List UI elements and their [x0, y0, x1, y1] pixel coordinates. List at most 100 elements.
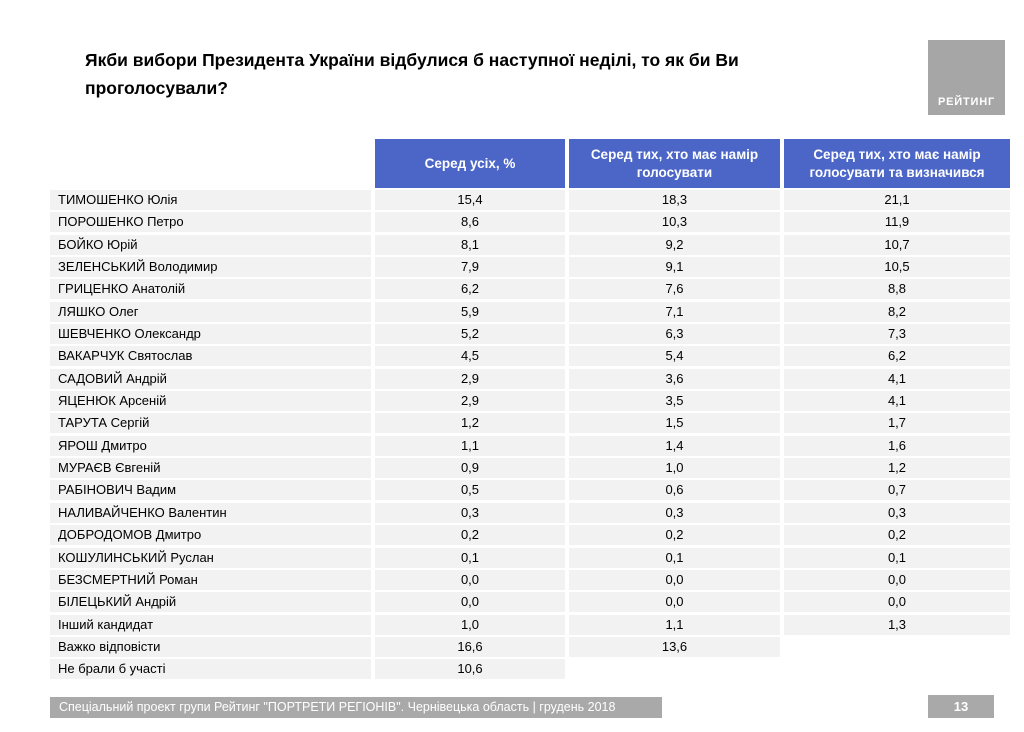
candidate-name-cell: САДОВИЙ Андрій [50, 368, 371, 389]
value-cell: 0,9 [375, 458, 565, 479]
value-cell: 0,3 [569, 502, 780, 523]
table-row: ПОРОШЕНКО Петро 8,6 10,3 11,9 [50, 212, 1010, 233]
value-cell: 6,3 [569, 324, 780, 345]
value-cell: 3,6 [569, 368, 780, 389]
value-cell: 1,7 [784, 413, 1010, 434]
value-cell: 0,0 [784, 569, 1010, 590]
value-cell: 21,1 [784, 190, 1010, 210]
value-cell: 10,5 [784, 257, 1010, 278]
candidate-name-cell: ПОРОШЕНКО Петро [50, 212, 371, 233]
table-row: ГРИЦЕНКО Анатолій 6,2 7,6 8,8 [50, 279, 1010, 300]
value-cell: 2,9 [375, 368, 565, 389]
value-cell: 0,5 [375, 480, 565, 501]
value-cell: 1,2 [784, 458, 1010, 479]
value-cell: 6,2 [375, 279, 565, 300]
candidate-name-cell: КОШУЛИНСЬКИЙ Руслан [50, 547, 371, 568]
value-cell: 5,2 [375, 324, 565, 345]
value-cell: 0,3 [784, 502, 1010, 523]
header-spacer [50, 139, 371, 188]
value-cell: 1,1 [375, 435, 565, 456]
footer-text: Спеціальний проект групи Рейтинг "ПОРТРЕ… [59, 700, 616, 714]
value-cell: 11,9 [784, 212, 1010, 233]
column-header-intend: Серед тих, хто має намір голосувати [569, 139, 780, 188]
value-cell: 16,6 [375, 636, 565, 657]
candidate-name-cell: БЕЗСМЕРТНИЙ Роман [50, 569, 371, 590]
candidate-name-cell: РАБІНОВИЧ Вадим [50, 480, 371, 501]
value-cell: 0,1 [569, 547, 780, 568]
value-cell: 1,0 [375, 614, 565, 635]
value-cell-empty [784, 637, 1010, 657]
candidate-name-cell: ЯЦЕНЮК Арсеній [50, 391, 371, 412]
value-cell: 8,6 [375, 212, 565, 233]
value-cell-empty [784, 659, 1010, 679]
value-cell: 0,2 [375, 525, 565, 546]
candidate-name-cell: Не брали б участі [50, 659, 371, 680]
candidate-name-cell: Важко відповісти [50, 636, 371, 657]
candidate-name-cell: ДОБРОДОМОВ Дмитро [50, 525, 371, 546]
value-cell: 1,0 [569, 458, 780, 479]
value-cell: 0,1 [375, 547, 565, 568]
table-row: МУРАЄВ Євгеній 0,9 1,0 1,2 [50, 458, 1010, 479]
table-row: ЯРОШ Дмитро 1,1 1,4 1,6 [50, 435, 1010, 456]
value-cell: 7,9 [375, 257, 565, 278]
value-cell: 4,5 [375, 346, 565, 367]
table-row: ЯЦЕНЮК Арсеній 2,9 3,5 4,1 [50, 391, 1010, 412]
column-header-decided: Серед тих, хто має намір голосувати та в… [784, 139, 1010, 188]
value-cell: 0,2 [784, 525, 1010, 546]
candidate-name-cell: ШЕВЧЕНКО Олександр [50, 324, 371, 345]
table-row: ДОБРОДОМОВ Дмитро 0,2 0,2 0,2 [50, 525, 1010, 546]
table-row: САДОВИЙ Андрій 2,9 3,6 4,1 [50, 368, 1010, 389]
value-cell: 13,6 [569, 636, 780, 657]
table-row: Важко відповісти 16,6 13,6 [50, 636, 1010, 657]
results-table: Серед усіх, % Серед тих, хто має намір г… [50, 139, 1010, 682]
table-row: ВАКАРЧУК Святослав 4,5 5,4 6,2 [50, 346, 1010, 367]
candidate-name-cell: МУРАЄВ Євгеній [50, 458, 371, 479]
value-cell: 3,5 [569, 391, 780, 412]
value-cell: 1,1 [569, 614, 780, 635]
value-cell: 0,0 [569, 569, 780, 590]
candidate-name-cell: БОЙКО Юрій [50, 234, 371, 255]
table-row: Не брали б участі 10,6 [50, 659, 1010, 680]
value-cell: 0,2 [569, 525, 780, 546]
value-cell: 8,8 [784, 279, 1010, 300]
table-row: РАБІНОВИЧ Вадим 0,5 0,6 0,7 [50, 480, 1010, 501]
value-cell: 0,0 [784, 592, 1010, 613]
table-row: ШЕВЧЕНКО Олександр 5,2 6,3 7,3 [50, 324, 1010, 345]
table-row: БОЙКО Юрій 8,1 9,2 10,7 [50, 234, 1010, 255]
candidate-name-cell: ВАКАРЧУК Святослав [50, 346, 371, 367]
table-row: ЗЕЛЕНСЬКИЙ Володимир 7,9 9,1 10,5 [50, 257, 1010, 278]
value-cell: 2,9 [375, 391, 565, 412]
table-row: ТИМОШЕНКО Юлія 15,4 18,3 21,1 [50, 190, 1010, 210]
candidate-name-cell: ЗЕЛЕНСЬКИЙ Володимир [50, 257, 371, 278]
candidate-name-cell: Інший кандидат [50, 614, 371, 635]
value-cell: 10,6 [375, 659, 565, 680]
page-title: Якби вибори Президента України відбулися… [85, 50, 739, 98]
value-cell: 0,0 [375, 569, 565, 590]
candidate-name-cell: ГРИЦЕНКО Анатолій [50, 279, 371, 300]
candidate-name-cell: ТИМОШЕНКО Юлія [50, 190, 371, 210]
value-cell: 10,7 [784, 234, 1010, 255]
table-row: Інший кандидат 1,0 1,1 1,3 [50, 614, 1010, 635]
value-cell: 9,2 [569, 234, 780, 255]
column-header-all: Серед усіх, % [375, 139, 565, 188]
value-cell: 0,1 [784, 547, 1010, 568]
value-cell: 7,3 [784, 324, 1010, 345]
value-cell: 7,6 [569, 279, 780, 300]
value-cell-empty [569, 659, 780, 679]
table-row: НАЛИВАЙЧЕНКО Валентин 0,3 0,3 0,3 [50, 502, 1010, 523]
rating-logo: РЕЙТИНГ [928, 40, 1005, 115]
value-cell: 8,2 [784, 301, 1010, 322]
value-cell: 4,1 [784, 368, 1010, 389]
value-cell: 5,4 [569, 346, 780, 367]
candidate-name-cell: БІЛЕЦЬКИЙ Андрій [50, 592, 371, 613]
table-row: КОШУЛИНСЬКИЙ Руслан 0,1 0,1 0,1 [50, 547, 1010, 568]
value-cell: 1,3 [784, 614, 1010, 635]
logo-label: РЕЙТИНГ [938, 96, 995, 108]
value-cell: 0,0 [569, 592, 780, 613]
value-cell: 8,1 [375, 234, 565, 255]
value-cell: 0,0 [375, 592, 565, 613]
table-row: ЛЯШКО Олег 5,9 7,1 8,2 [50, 301, 1010, 322]
value-cell: 0,3 [375, 502, 565, 523]
value-cell: 18,3 [569, 190, 780, 210]
